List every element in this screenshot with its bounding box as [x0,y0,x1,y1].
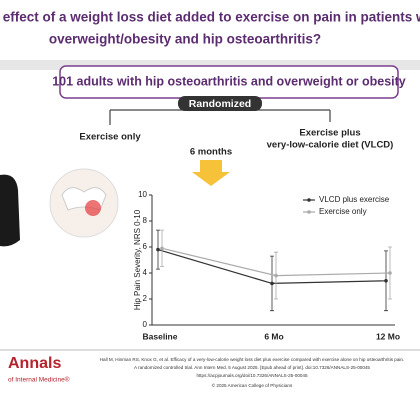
legend-marker [307,210,311,214]
point [270,281,274,286]
pain-spot [85,200,101,216]
logo-sub: of Internal Medicine® [8,376,70,384]
point [156,247,160,252]
y-tick-label: 6 [143,242,148,251]
x-tick-label: 6 Mo [264,331,283,341]
legend-marker [307,198,311,202]
logo: Annals [8,355,61,372]
y-tick-label: 0 [143,320,148,329]
randomized: Randomized [189,98,251,110]
y-tick-label: 4 [143,268,148,277]
point [274,273,278,278]
title-line: overweight/obesity and hip osteoarthriti… [49,32,321,47]
arm-label: Exercise plus [299,128,360,139]
citation: A randomized controlled trial. Ann Inter… [134,365,370,370]
branch-lines [109,109,331,125]
randomized-pill [178,96,262,111]
population: 101 adults with hip osteoarthritis and o… [52,74,406,88]
duration: 6 months [190,147,232,158]
arm-label: very-low-calorie diet (VLCD) [267,140,394,151]
citation: Hall M, Hinman RS, Knox G, et al. Effica… [100,357,405,362]
y-axis-label: Hip Pain Severity, NRS 0-10 [133,209,142,310]
point [384,279,388,283]
x-tick-label: 12 Mo [376,331,400,341]
url: https://acpjournals.org/doi/10.7326/ANNA… [196,373,308,378]
x-tick-label: Baseline [143,331,178,341]
band [0,60,420,70]
legend-label: Exercise only [319,207,367,216]
title-line: What is the effect of a weight loss diet… [0,10,420,25]
copyright: © 2025 American College of Physicians [212,382,293,388]
point [388,271,392,275]
y-tick-label: 8 [143,216,148,225]
arrow [192,160,230,186]
person-silhouette [0,174,20,247]
arm-label: Exercise only [79,132,141,143]
point [160,246,164,251]
y-tick-label: 10 [138,190,147,199]
y-tick-label: 2 [143,294,148,303]
legend-label: VLCD plus exercise [319,195,390,204]
